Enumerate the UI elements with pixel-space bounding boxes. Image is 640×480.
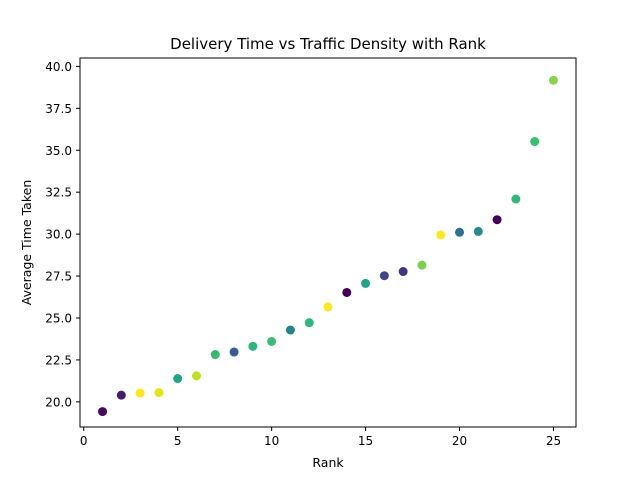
data-point — [323, 302, 333, 312]
data-point — [455, 227, 465, 237]
data-point — [267, 336, 277, 346]
data-point — [135, 388, 145, 398]
data-point — [191, 371, 201, 381]
data-point — [173, 374, 183, 384]
data-point — [473, 226, 483, 236]
x-tick-label: 0 — [80, 434, 88, 448]
y-tick-label: 22.5 — [45, 353, 72, 367]
data-point — [229, 347, 239, 357]
y-tick-label: 25.0 — [45, 311, 72, 325]
data-point — [98, 407, 108, 417]
x-tick-label: 5 — [174, 434, 182, 448]
y-tick-label: 30.0 — [45, 228, 72, 242]
chart-title: Delivery Time vs Traffic Density with Ra… — [170, 35, 486, 53]
x-tick-label: 15 — [358, 434, 373, 448]
data-point — [285, 325, 295, 335]
x-axis-ticks: 0 5 10 15 20 25 — [80, 427, 561, 448]
data-point — [417, 260, 427, 270]
data-point — [511, 194, 521, 204]
data-point — [548, 75, 558, 85]
x-tick-label: 20 — [452, 434, 467, 448]
data-point — [398, 267, 408, 277]
data-point — [361, 278, 371, 288]
plot-area — [80, 58, 576, 427]
x-tick-label: 25 — [546, 434, 561, 448]
data-point — [342, 287, 352, 297]
y-axis-ticks: 20.0 22.5 25.0 27.5 30.0 32.5 35.0 37.5 40.0 — [45, 60, 80, 409]
x-axis-label: Rank — [312, 455, 344, 470]
y-tick-label: 35.0 — [45, 144, 72, 158]
y-axis-label: Average Time Taken — [19, 180, 34, 306]
data-points — [98, 75, 558, 417]
y-tick-label: 40.0 — [45, 60, 72, 74]
data-point — [492, 215, 502, 225]
data-point — [248, 341, 258, 351]
y-tick-label: 37.5 — [45, 102, 72, 116]
y-tick-label: 20.0 — [45, 395, 72, 409]
data-point — [436, 230, 446, 240]
x-tick-label: 10 — [264, 434, 279, 448]
data-point — [530, 137, 540, 147]
data-point — [379, 271, 389, 281]
data-point — [210, 350, 220, 360]
data-point — [154, 388, 164, 398]
y-tick-label: 27.5 — [45, 270, 72, 284]
data-point — [116, 390, 126, 400]
data-point — [304, 318, 314, 328]
y-tick-label: 32.5 — [45, 186, 72, 200]
plot-frame — [79, 57, 577, 428]
